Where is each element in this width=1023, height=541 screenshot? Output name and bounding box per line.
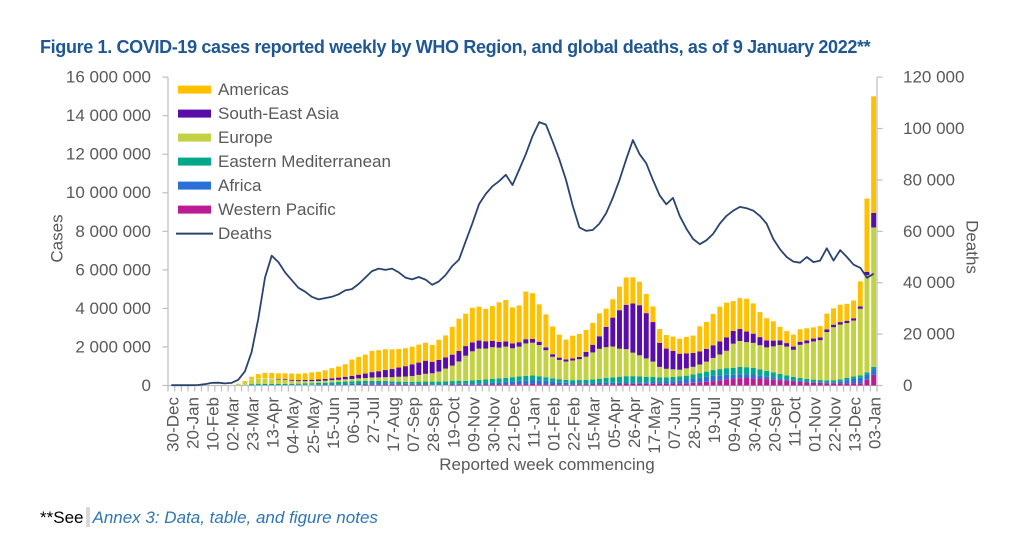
svg-text:Cases: Cases <box>48 214 67 262</box>
svg-text:27-Jul: 27-Jul <box>364 397 383 443</box>
svg-text:07-Jun: 07-Jun <box>665 397 684 449</box>
svg-text:11-Jan: 11-Jan <box>525 397 544 448</box>
svg-text:Western Pacific: Western Pacific <box>218 200 336 219</box>
svg-text:05-Apr: 05-Apr <box>605 397 624 448</box>
svg-text:19-Jul: 19-Jul <box>705 397 724 443</box>
svg-text:12 000 000: 12 000 000 <box>66 145 151 164</box>
svg-text:8 000 000: 8 000 000 <box>75 222 151 241</box>
svg-text:17-May: 17-May <box>645 397 664 454</box>
svg-text:20-Sep: 20-Sep <box>765 397 784 452</box>
svg-text:22-Nov: 22-Nov <box>826 397 845 452</box>
svg-text:19-Oct: 19-Oct <box>444 397 463 448</box>
svg-text:6 000 000: 6 000 000 <box>75 260 151 279</box>
svg-text:28-Jun: 28-Jun <box>685 397 704 449</box>
svg-text:15-Mar: 15-Mar <box>585 397 604 451</box>
svg-text:40 000: 40 000 <box>903 273 955 292</box>
svg-text:Deaths: Deaths <box>218 224 272 243</box>
svg-text:11-Oct: 11-Oct <box>785 397 804 447</box>
svg-text:20-Jan: 20-Jan <box>183 397 202 449</box>
svg-text:Africa: Africa <box>218 176 262 195</box>
svg-text:23-Mar: 23-Mar <box>244 397 263 451</box>
svg-text:17-Aug: 17-Aug <box>384 397 403 452</box>
svg-text:4 000 000: 4 000 000 <box>75 299 151 318</box>
svg-text:25-May: 25-May <box>304 397 323 454</box>
svg-text:20 000: 20 000 <box>903 325 955 344</box>
svg-text:22-Feb: 22-Feb <box>565 397 584 451</box>
svg-text:10 000 000: 10 000 000 <box>66 183 151 202</box>
svg-text:Deaths: Deaths <box>963 220 982 274</box>
svg-text:28-Sep: 28-Sep <box>424 397 443 452</box>
svg-text:Reported week commencing: Reported week commencing <box>439 455 654 474</box>
svg-text:06-Jul: 06-Jul <box>344 397 363 443</box>
svg-text:Europe: Europe <box>218 128 273 147</box>
svg-text:09-Aug: 09-Aug <box>725 397 744 452</box>
svg-text:07-Sep: 07-Sep <box>404 397 423 452</box>
svg-text:120 000: 120 000 <box>903 68 964 87</box>
svg-text:0: 0 <box>903 376 912 395</box>
svg-text:30-Nov: 30-Nov <box>484 397 503 452</box>
svg-text:0: 0 <box>142 376 151 395</box>
svg-text:30-Dec: 30-Dec <box>163 397 182 452</box>
svg-text:Americas: Americas <box>218 80 289 99</box>
svg-text:10-Feb: 10-Feb <box>204 397 223 451</box>
svg-text:16 000 000: 16 000 000 <box>66 68 151 87</box>
svg-text:26-Apr: 26-Apr <box>625 397 644 448</box>
svg-text:60 000: 60 000 <box>903 222 955 241</box>
svg-text:09-Nov: 09-Nov <box>464 397 483 452</box>
svg-text:80 000: 80 000 <box>903 170 955 189</box>
svg-text:01-Nov: 01-Nov <box>806 397 825 452</box>
svg-text:2 000 000: 2 000 000 <box>75 337 151 356</box>
svg-text:14 000 000: 14 000 000 <box>66 106 151 125</box>
svg-text:100 000: 100 000 <box>903 119 964 138</box>
svg-text:South-East Asia: South-East Asia <box>218 104 340 123</box>
svg-text:13-Apr: 13-Apr <box>264 397 283 448</box>
svg-text:15-Jun: 15-Jun <box>324 397 343 449</box>
svg-text:04-May: 04-May <box>284 397 303 454</box>
svg-text:Eastern Mediterranean: Eastern Mediterranean <box>218 152 391 171</box>
svg-text:02-Mar: 02-Mar <box>224 397 243 451</box>
svg-text:30-Aug: 30-Aug <box>745 397 764 452</box>
svg-text:03-Jan: 03-Jan <box>866 397 885 449</box>
svg-text:21-Dec: 21-Dec <box>505 397 524 452</box>
svg-text:01-Feb: 01-Feb <box>545 397 564 451</box>
svg-text:13-Dec: 13-Dec <box>846 397 865 452</box>
